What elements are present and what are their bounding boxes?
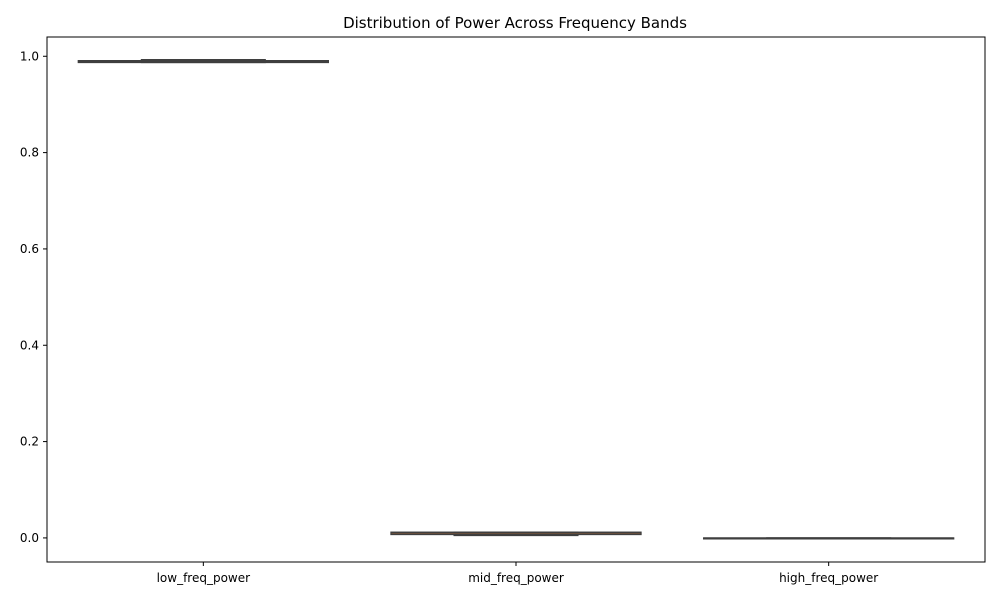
- y-tick-label-0: 0.0: [20, 531, 39, 545]
- y-tick-label-3: 0.6: [20, 242, 39, 256]
- box-low_freq_power: [77, 59, 330, 64]
- box-mid_freq_power: [390, 531, 642, 537]
- x-tick-label-mid_freq_power: mid_freq_power: [468, 571, 564, 585]
- x-tick-label-low_freq_power: low_freq_power: [157, 571, 251, 585]
- y-tick-label-4: 0.8: [20, 146, 39, 160]
- box-high_freq_power: [702, 537, 955, 540]
- plot-frame: [46, 36, 986, 563]
- y-tick-label-5: 1.0: [20, 49, 39, 63]
- y-tick-label-2: 0.4: [20, 338, 39, 352]
- x-tick-label-high_freq_power: high_freq_power: [779, 571, 878, 585]
- chart-title: Distribution of Power Across Frequency B…: [343, 14, 687, 32]
- y-tick-label-1: 0.2: [20, 435, 39, 449]
- axes-layer: low_freq_power mid_freq_power high_freq_po…: [20, 36, 986, 585]
- plot-layer: [77, 59, 955, 540]
